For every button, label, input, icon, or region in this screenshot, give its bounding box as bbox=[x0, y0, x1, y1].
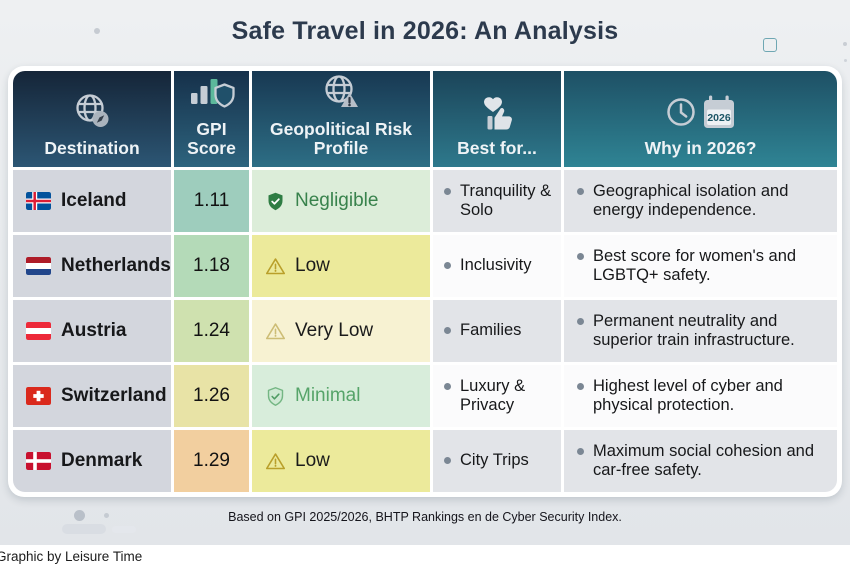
risk-label: Negligible bbox=[295, 190, 379, 211]
safe-travel-table: Destination GPI Score bbox=[8, 66, 842, 497]
gpi-score-cell: 1.11 bbox=[174, 170, 249, 232]
why-text: Highest level of cyber and physical prot… bbox=[593, 376, 783, 414]
bullet-icon bbox=[444, 187, 451, 195]
bullet-icon bbox=[444, 262, 451, 270]
why-text: Geographical isolation and energy indepe… bbox=[593, 181, 789, 219]
why-cell: Permanent neutrality and superior train … bbox=[564, 300, 837, 362]
heart-thumbs-up-icon bbox=[473, 90, 521, 134]
column-header-best-for: Best for... bbox=[433, 71, 561, 167]
best-for-text: Inclusivity bbox=[460, 256, 532, 275]
risk-profile-cell: Negligible bbox=[252, 170, 430, 232]
gpi-score-cell: 1.24 bbox=[174, 300, 249, 362]
destination-cell: Iceland bbox=[13, 170, 171, 232]
bullet-icon bbox=[444, 327, 451, 335]
gpi-score-value: 1.18 bbox=[193, 255, 230, 276]
why-text: Permanent neutrality and superior train … bbox=[593, 311, 795, 349]
best-for-cell: Tranquility & Solo bbox=[433, 170, 561, 232]
decorative-dot bbox=[74, 510, 85, 521]
risk-label: Minimal bbox=[295, 385, 361, 406]
gpi-score-value: 1.11 bbox=[193, 190, 230, 211]
best-for-cell: Families bbox=[433, 300, 561, 362]
bullet-icon bbox=[577, 187, 584, 195]
column-header-why-2026: 2026 Why in 2026? bbox=[564, 71, 837, 167]
best-for-cell: City Trips bbox=[433, 430, 561, 492]
destination-name: Austria bbox=[61, 320, 127, 341]
best-for-text: Tranquility & Solo bbox=[460, 181, 552, 219]
decorative-dot bbox=[94, 28, 100, 34]
iceland-flag bbox=[26, 192, 51, 210]
page-title: Safe Travel in 2026: An Analysis bbox=[231, 17, 619, 45]
switzerland-flag bbox=[26, 387, 51, 405]
column-header-label: Geopolitical Risk Profile bbox=[270, 118, 412, 158]
destination-cell: Netherlands bbox=[13, 235, 171, 297]
gpi-score-value: 1.26 bbox=[193, 385, 230, 406]
why-cell: Highest level of cyber and physical prot… bbox=[564, 365, 837, 427]
austria-flag bbox=[26, 322, 51, 340]
clock-calendar-icon: 2026 bbox=[662, 90, 740, 134]
column-header-label: Why in 2026? bbox=[644, 137, 757, 158]
bullet-icon bbox=[577, 317, 584, 325]
checkbox-outline-icon[interactable] bbox=[763, 38, 777, 52]
globe-warning-icon bbox=[317, 71, 365, 115]
warning-triangle-icon bbox=[265, 256, 286, 277]
column-header-label: GPI Score bbox=[187, 118, 236, 158]
why-cell: Geographical isolation and energy indepe… bbox=[564, 170, 837, 232]
best-for-cell: Inclusivity bbox=[433, 235, 561, 297]
bullet-icon bbox=[577, 447, 584, 455]
risk-label: Low bbox=[295, 255, 330, 276]
destination-name: Denmark bbox=[61, 450, 143, 471]
denmark-flag bbox=[26, 452, 51, 470]
netherlands-flag bbox=[26, 257, 51, 275]
risk-profile-cell: Low bbox=[252, 235, 430, 297]
destination-cell: Austria bbox=[13, 300, 171, 362]
best-for-cell: Luxury & Privacy bbox=[433, 365, 561, 427]
bullet-icon bbox=[444, 382, 451, 390]
column-header-risk-profile: Geopolitical Risk Profile bbox=[252, 71, 430, 167]
source-note: Based on GPI 2025/2026, BHTP Rankings en… bbox=[228, 510, 622, 524]
destination-name: Switzerland bbox=[61, 385, 167, 406]
decorative-dot bbox=[843, 42, 847, 46]
decorative-pill bbox=[62, 524, 106, 534]
bullet-icon bbox=[577, 252, 584, 260]
why-text: Maximum social cohesion and car-free saf… bbox=[593, 441, 815, 479]
destination-name: Netherlands bbox=[61, 255, 171, 276]
bullet-icon bbox=[577, 382, 584, 390]
best-for-text: City Trips bbox=[460, 451, 529, 470]
risk-profile-cell: Low bbox=[252, 430, 430, 492]
warning-triangle-icon bbox=[265, 321, 286, 342]
bullet-icon bbox=[444, 457, 451, 465]
destination-name: Iceland bbox=[61, 190, 127, 211]
bar-chart-shield-icon bbox=[186, 75, 238, 115]
risk-profile-cell: Very Low bbox=[252, 300, 430, 362]
column-header-gpi-score: GPI Score bbox=[174, 71, 249, 167]
gpi-score-cell: 1.26 bbox=[174, 365, 249, 427]
decorative-pill bbox=[112, 526, 136, 533]
calendar-year-label: 2026 bbox=[707, 112, 731, 124]
risk-label: Low bbox=[295, 450, 330, 471]
why-cell: Best score for women's and LGBTQ+ safety… bbox=[564, 235, 837, 297]
gpi-score-cell: 1.18 bbox=[174, 235, 249, 297]
column-header-destination: Destination bbox=[13, 71, 171, 167]
destination-cell: Switzerland bbox=[13, 365, 171, 427]
credit-text: Graphic by Leisure Time bbox=[0, 549, 143, 564]
shield-check-icon bbox=[265, 386, 286, 407]
column-header-label: Best for... bbox=[457, 137, 537, 158]
risk-label: Very Low bbox=[295, 320, 374, 341]
gpi-score-value: 1.29 bbox=[193, 450, 230, 471]
best-for-text: Luxury & Privacy bbox=[460, 376, 526, 414]
why-cell: Maximum social cohesion and car-free saf… bbox=[564, 430, 837, 492]
risk-profile-cell: Minimal bbox=[252, 365, 430, 427]
why-text: Best score for women's and LGBTQ+ safety… bbox=[593, 246, 797, 284]
warning-triangle-icon bbox=[265, 451, 286, 472]
best-for-text: Families bbox=[460, 321, 522, 340]
decorative-dot bbox=[844, 59, 847, 62]
shield-check-icon bbox=[265, 191, 286, 212]
column-header-label: Destination bbox=[44, 137, 140, 158]
decorative-dot bbox=[104, 513, 109, 518]
globe-compass-icon bbox=[68, 90, 116, 134]
gpi-score-cell: 1.29 bbox=[174, 430, 249, 492]
gpi-score-value: 1.24 bbox=[193, 320, 230, 341]
destination-cell: Denmark bbox=[13, 430, 171, 492]
